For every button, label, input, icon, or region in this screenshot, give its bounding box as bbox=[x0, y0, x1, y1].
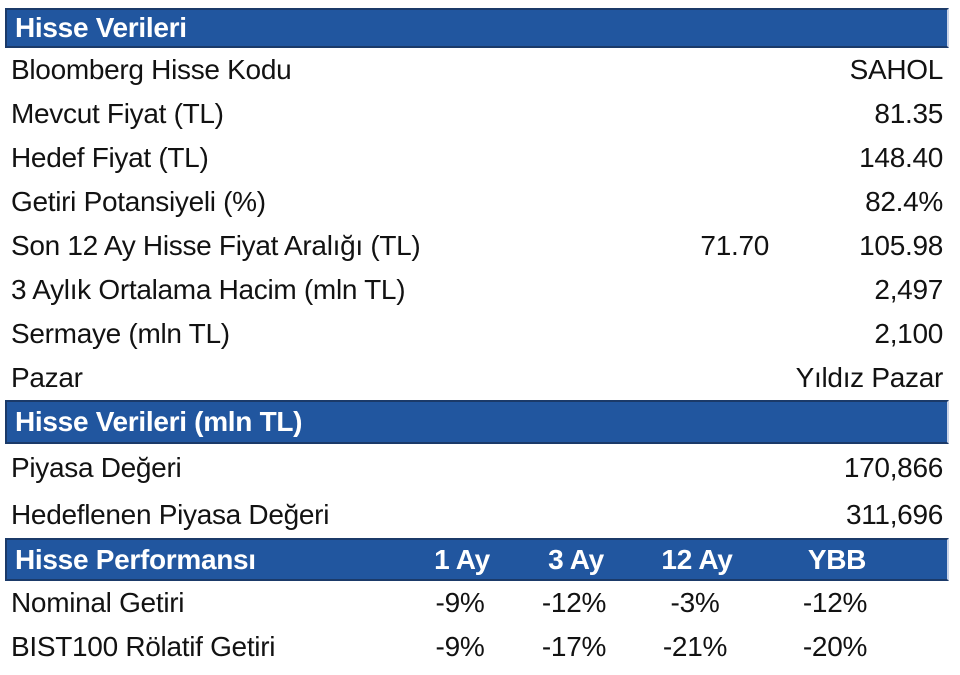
row-value: 2,497 bbox=[874, 274, 943, 305]
table-row: 3 Aylık Ortalama Hacim (mln TL) 2,497 bbox=[5, 268, 949, 312]
perf-value-3ay: -17% bbox=[541, 631, 607, 662]
table-row: BIST100 Rölatif Getiri -9% -17% -21% -20… bbox=[5, 625, 949, 669]
table-row: Son 12 Ay Hisse Fiyat Aralığı (TL) 71.70… bbox=[5, 224, 949, 268]
perf-value-12ay: -21% bbox=[662, 631, 728, 662]
table-row: Mevcut Fiyat (TL) 81.35 bbox=[5, 92, 949, 136]
row-value: 82.4% bbox=[865, 186, 943, 217]
row-value: Yıldız Pazar bbox=[795, 362, 944, 393]
section-header-hisse-verileri: Hisse Verileri bbox=[5, 8, 949, 48]
row-label: 3 Aylık Ortalama Hacim (mln TL) bbox=[11, 274, 406, 305]
row-value: 2,100 bbox=[874, 318, 943, 349]
section-hisse-verileri: Bloomberg Hisse Kodu SAHOL Mevcut Fiyat … bbox=[5, 48, 949, 400]
row-label: Nominal Getiri bbox=[11, 587, 185, 618]
row-label: Pazar bbox=[11, 362, 83, 393]
perf-value-ybb: -20% bbox=[802, 631, 868, 662]
row-label: Mevcut Fiyat (TL) bbox=[11, 98, 224, 129]
table-row: Piyasa Değeri 170,866 bbox=[5, 444, 949, 491]
row-value: 81.35 bbox=[874, 98, 943, 129]
row-label: BIST100 Rölatif Getiri bbox=[11, 631, 276, 662]
perf-value-1ay: -9% bbox=[435, 631, 485, 662]
row-label: Getiri Potansiyeli (%) bbox=[11, 186, 266, 217]
section-hisse-verileri-mln-tl: Piyasa Değeri 170,866 Hedeflenen Piyasa … bbox=[5, 444, 949, 538]
perf-value-1ay: -9% bbox=[435, 587, 485, 618]
column-header-3ay: 3 Ay bbox=[548, 543, 604, 575]
section-title: Hisse Verileri (mln TL) bbox=[15, 406, 303, 437]
row-value: 170,866 bbox=[843, 451, 943, 483]
section-title: Hisse Performansı bbox=[15, 543, 256, 575]
table-row: Nominal Getiri -9% -12% -3% -12% bbox=[5, 581, 949, 625]
table-row: Getiri Potansiyeli (%) 82.4% bbox=[5, 180, 949, 224]
perf-value-12ay: -3% bbox=[670, 587, 720, 618]
row-value: 148.40 bbox=[859, 142, 943, 173]
perf-value-ybb: -12% bbox=[802, 587, 868, 618]
table-row: Hedef Fiyat (TL) 148.40 bbox=[5, 136, 949, 180]
stock-data-table: Hisse Verileri Bloomberg Hisse Kodu SAHO… bbox=[5, 8, 949, 669]
row-label: Son 12 Ay Hisse Fiyat Aralığı (TL) bbox=[11, 230, 421, 261]
section-header-hisse-performansi: Hisse Performansı 1 Ay 3 Ay 12 Ay YBB bbox=[5, 538, 949, 581]
column-header-ybb: YBB bbox=[807, 543, 867, 575]
row-label: Hedeflenen Piyasa Değeri bbox=[11, 498, 330, 530]
perf-value-3ay: -12% bbox=[541, 587, 607, 618]
row-label: Bloomberg Hisse Kodu bbox=[11, 54, 292, 85]
row-label: Piyasa Değeri bbox=[11, 451, 182, 483]
row-value: 311,696 bbox=[845, 498, 943, 530]
section-title: Hisse Verileri bbox=[15, 12, 187, 43]
section-header-hisse-verileri-mln-tl: Hisse Verileri (mln TL) bbox=[5, 400, 949, 444]
table-row: Hedeflenen Piyasa Değeri 311,696 bbox=[5, 491, 949, 538]
row-mid-value: 71.70 bbox=[700, 230, 769, 261]
table-row: Bloomberg Hisse Kodu SAHOL bbox=[5, 48, 949, 92]
row-value: SAHOL bbox=[849, 54, 944, 85]
row-label: Hedef Fiyat (TL) bbox=[11, 142, 209, 173]
section-hisse-performansi: Nominal Getiri -9% -12% -3% -12% BIST100… bbox=[5, 581, 949, 669]
row-value: 105.98 bbox=[859, 230, 943, 261]
table-row: Pazar Yıldız Pazar bbox=[5, 356, 949, 400]
table-row: Sermaye (mln TL) 2,100 bbox=[5, 312, 949, 356]
column-header-1ay: 1 Ay bbox=[434, 543, 490, 575]
column-header-12ay: 12 Ay bbox=[661, 543, 733, 575]
row-label: Sermaye (mln TL) bbox=[11, 318, 230, 349]
